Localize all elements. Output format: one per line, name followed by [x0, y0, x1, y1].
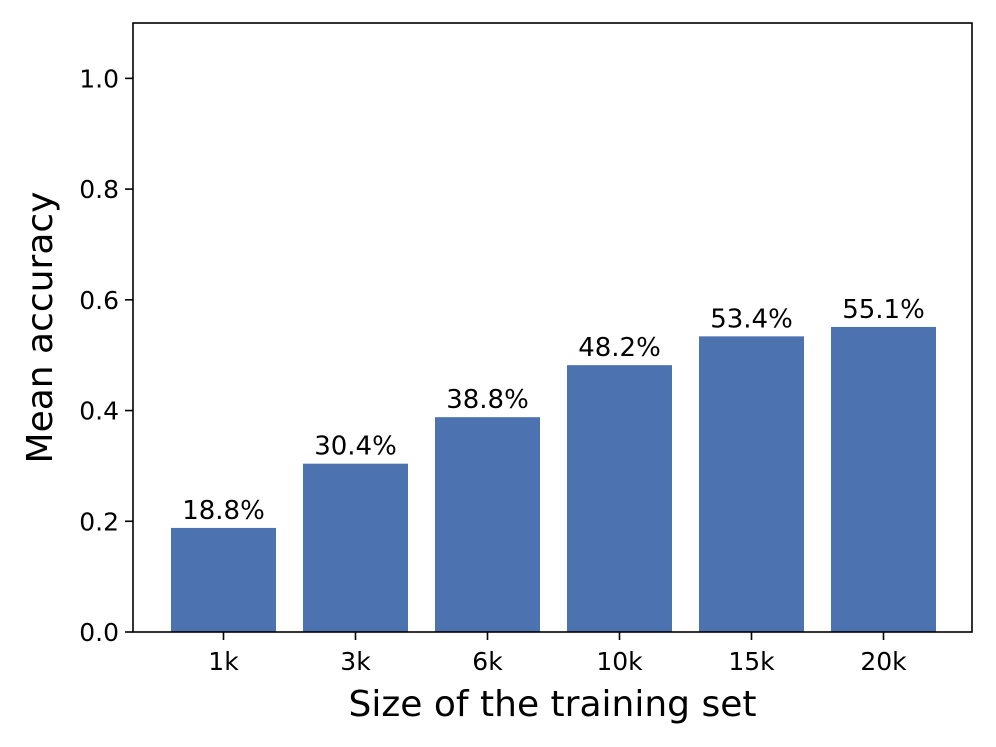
plot-frame: [132, 22, 973, 633]
x-axis-title: Size of the training set: [349, 684, 757, 725]
data-label-3k: 30.4%: [314, 432, 397, 462]
x-tick-label: 15k: [728, 647, 775, 676]
y-tick-label: 0.8: [79, 175, 119, 204]
bar-3k: [303, 463, 408, 632]
y-axis-title: Mean accuracy: [20, 192, 61, 464]
bars-group: [171, 326, 936, 632]
bar-1k: [171, 527, 276, 632]
x-tick-label: 1k: [208, 647, 239, 676]
x-tick-label: 6k: [472, 647, 503, 676]
bar-15k: [699, 336, 804, 632]
data-label-20k: 55.1%: [842, 295, 925, 325]
data-labels-group: 18.8% 30.4% 38.8% 48.2% 53.4% 55.1%: [182, 295, 925, 526]
x-axis: 1k 3k 6k 10k 15k 20k: [208, 632, 907, 676]
bar-6k: [435, 417, 540, 632]
y-tick-label: 0.2: [79, 507, 119, 536]
y-axis: 0.0 0.2 0.4 0.6 0.8 1.0: [79, 64, 133, 647]
y-tick-label: 0.6: [79, 286, 119, 315]
data-label-6k: 38.8%: [446, 385, 529, 415]
data-label-10k: 48.2%: [578, 333, 661, 363]
x-tick-label: 20k: [860, 647, 907, 676]
y-tick-label: 0.0: [79, 618, 119, 647]
data-label-15k: 53.4%: [710, 304, 793, 334]
y-tick-label: 1.0: [79, 64, 119, 93]
data-label-1k: 18.8%: [182, 496, 265, 526]
bar-20k: [831, 326, 936, 632]
x-tick-label: 10k: [596, 647, 643, 676]
bar-10k: [567, 365, 672, 632]
y-tick-label: 0.4: [79, 397, 119, 426]
x-tick-label: 3k: [340, 647, 371, 676]
